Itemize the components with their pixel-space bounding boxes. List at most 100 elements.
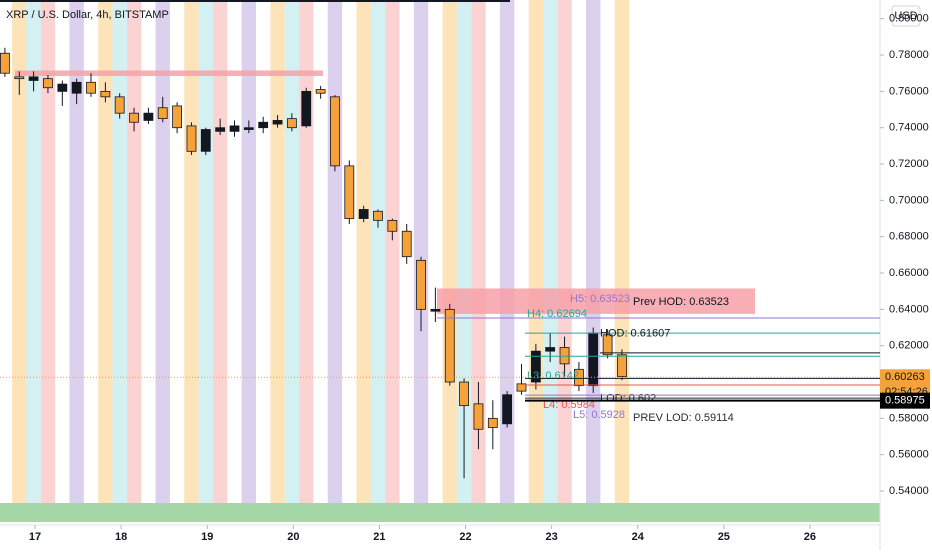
candle-body (358, 209, 369, 219)
candle-body (617, 354, 627, 377)
session-stripe (126, 0, 142, 503)
candle-body (530, 350, 541, 383)
candle-body (416, 259, 426, 310)
candle-body (330, 96, 340, 167)
level-label: L3: 0.6142 (527, 370, 579, 382)
candle-body (57, 83, 68, 92)
session-stripe (413, 0, 429, 503)
currency-button[interactable] (891, 5, 921, 27)
session-stripe (542, 0, 558, 503)
level-label: H5: 0.63523 (570, 293, 630, 305)
candle-body (143, 112, 154, 121)
level-label: PREV LOD: 0.59114 (633, 412, 734, 424)
session-stripe (198, 0, 213, 503)
x-tick-label: 19 (201, 531, 213, 543)
y-tick-label: 0.54000 (889, 485, 929, 497)
x-tick-label: 23 (546, 531, 558, 543)
candle-body (516, 383, 527, 392)
y-tick-label: 0.80000 (889, 13, 929, 25)
x-tick-label: 21 (373, 531, 385, 543)
candle-body (43, 78, 53, 89)
y-tick-label: 0.78000 (889, 49, 929, 61)
x-tick-label: 24 (632, 531, 645, 543)
session-stripe (528, 0, 544, 503)
session-stripe (499, 0, 515, 503)
candle-body (71, 81, 82, 94)
level-label: L5: 0.5928 (573, 409, 625, 421)
candle-body (487, 417, 498, 428)
candle-body (574, 368, 584, 387)
session-stripe (356, 0, 371, 503)
candle-body (545, 347, 556, 352)
y-tick-label: 0.74000 (889, 122, 929, 134)
y-tick-label: 0.68000 (889, 231, 929, 243)
candle-body (229, 125, 240, 132)
session-stripe (385, 0, 400, 503)
candle-body (430, 308, 441, 312)
zone (437, 288, 755, 314)
candle-body (602, 334, 613, 356)
candle-body (200, 129, 211, 152)
x-tick-label: 22 (459, 531, 471, 543)
candle-body (559, 347, 570, 365)
x-tick-label: 18 (115, 531, 127, 543)
session-stripe (442, 0, 457, 503)
session-stripe (557, 0, 572, 503)
candle-body (344, 165, 355, 219)
candle-body (0, 52, 10, 74)
session-stripe (456, 0, 472, 503)
x-tick-label: 25 (718, 531, 730, 543)
candle-body (100, 90, 111, 98)
session-stripe (327, 0, 343, 503)
session-stripe (370, 0, 386, 503)
candle-body (286, 118, 297, 129)
session-band (0, 503, 880, 522)
close-price-label: 0.58975 (885, 395, 925, 407)
y-tick-label: 0.56000 (889, 449, 929, 461)
candle-body (315, 89, 326, 94)
candle-body (157, 107, 168, 120)
y-tick-label: 0.64000 (889, 303, 929, 315)
currency-label[interactable]: USD (894, 10, 917, 22)
x-tick-label: 20 (287, 531, 299, 543)
candle-body (401, 230, 412, 258)
y-tick-label: 0.76000 (889, 85, 929, 97)
session-stripe (586, 0, 601, 503)
candle-body (301, 90, 312, 127)
candle-body (473, 403, 484, 430)
candle-body (14, 76, 25, 80)
chart-title: XRP / U.S. Dollar, 4h, BITSTAMP (6, 9, 169, 21)
y-tick-label: 0.58000 (889, 412, 929, 424)
y-tick-label: 0.66000 (889, 267, 929, 279)
candle-body (444, 308, 455, 383)
x-tick-label: 26 (804, 531, 816, 543)
candle-body (459, 381, 469, 407)
candle-body (215, 127, 226, 132)
y-tick-label: 0.72000 (889, 158, 929, 170)
candle-body (258, 121, 269, 129)
candle-body (243, 127, 254, 130)
candle-body (114, 96, 125, 114)
current-price-label: 0.60263 (885, 371, 925, 383)
level-label: H4: 0.62694 (527, 308, 587, 320)
level-label: L4: 0.5984 (543, 399, 595, 411)
level-label: HOD: 0.61607 (600, 328, 670, 340)
candle-body (186, 125, 197, 152)
candle-body (129, 112, 139, 123)
session-stripe (69, 0, 84, 503)
candle-body (373, 210, 383, 221)
close-price-box (880, 392, 930, 409)
zone (14, 70, 324, 76)
candle-body (502, 394, 513, 425)
candle-body (588, 332, 599, 387)
session-stripe (614, 0, 630, 503)
y-tick-label: 0.62000 (889, 340, 929, 352)
candle-body (172, 105, 183, 129)
candle-body (28, 76, 39, 81)
y-tick-label: 0.70000 (889, 194, 929, 206)
zone-label: Prev HOD: 0.63523 (633, 296, 729, 308)
candle-body (272, 120, 283, 125)
session-stripe (26, 0, 41, 503)
candle-body (86, 81, 96, 94)
